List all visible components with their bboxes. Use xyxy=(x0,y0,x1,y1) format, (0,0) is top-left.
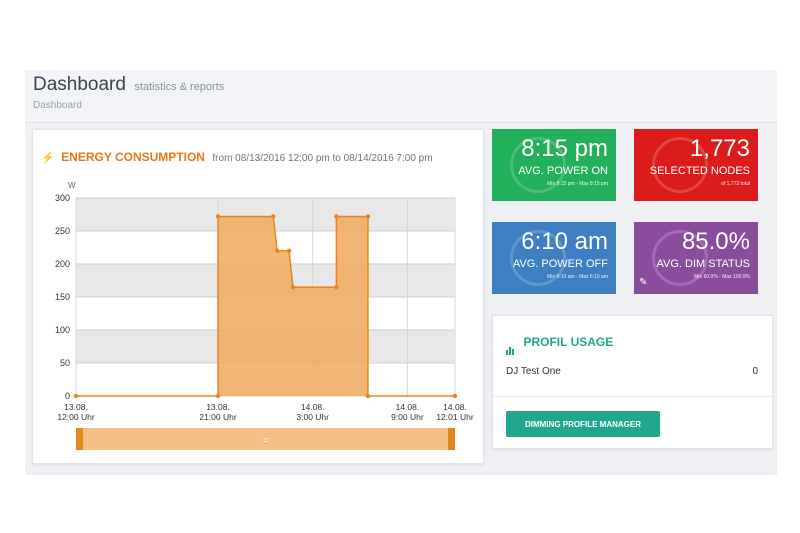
tile-subtext: of 1,773 total xyxy=(721,181,750,187)
data-point[interactable] xyxy=(73,393,79,399)
breadcrumb[interactable]: Dashboard xyxy=(33,100,82,111)
tile-avg-dim-status[interactable]: 85.0% AVG. DIM STATUS Min 60.0% - Max 10… xyxy=(634,222,758,294)
x-tick-label: 14.08. xyxy=(396,402,420,412)
data-point[interactable] xyxy=(286,248,292,253)
energy-date-range: from 08/13/2016 12:00 pm to 08/14/2016 7… xyxy=(212,153,433,164)
profile-title: PROFIL USAGE xyxy=(523,334,614,349)
tile-subtext: Min 8:15 pm - Max 8:15 pm xyxy=(547,181,608,187)
x-tick-label: 12:01 Uhr xyxy=(436,412,473,422)
x-tick-label: 14.08. xyxy=(301,402,325,412)
data-point[interactable] xyxy=(452,393,458,399)
bolt-icon: ⚡ xyxy=(41,152,55,164)
y-tick-label: 250 xyxy=(55,226,70,236)
tile-decoration xyxy=(510,137,566,193)
tile-selected-nodes[interactable]: 1,773 SELECTED NODES of 1,773 total xyxy=(634,129,758,201)
tile-label: AVG. POWER OFF xyxy=(512,258,608,270)
dashboard-app: Dashboard statistics & reports Dashboard… xyxy=(25,70,777,475)
profile-name: DJ Test One xyxy=(506,366,561,377)
tile-value: 6:10 am xyxy=(521,228,608,255)
x-tick-label: 21:00 Uhr xyxy=(199,412,236,422)
tile-avg-power-off[interactable]: 6:10 am AVG. POWER OFF Min 6:10 am - Max… xyxy=(492,222,616,294)
tile-label: SELECTED NODES xyxy=(649,165,750,177)
y-tick-label: 150 xyxy=(55,292,70,302)
page-subtitle: statistics & reports xyxy=(134,81,225,93)
profile-row: DJ Test One 0 xyxy=(506,366,758,377)
title-row: Dashboard statistics & reports xyxy=(33,74,224,96)
series-line xyxy=(76,215,455,397)
y-axis-label: W xyxy=(68,181,76,190)
page-title: Dashboard xyxy=(33,74,126,95)
data-point[interactable] xyxy=(365,214,371,219)
x-tick-label: 13.08. xyxy=(64,402,88,412)
series-area xyxy=(76,216,455,396)
tile-avg-power-on[interactable]: 8:15 pm AVG. POWER ON Min 8:15 pm - Max … xyxy=(492,129,616,201)
data-point[interactable] xyxy=(334,284,339,290)
tile-subtext: Min 6:10 am - Max 6:10 am xyxy=(547,274,608,280)
y-tick-label: 50 xyxy=(60,358,70,368)
tile-value: 85.0% xyxy=(681,228,750,255)
y-tick-label: 0 xyxy=(65,391,70,401)
bar-chart-icon xyxy=(506,337,517,356)
tile-decoration xyxy=(652,230,708,286)
navigator-handle-right[interactable] xyxy=(448,428,455,450)
navigator-handle-left[interactable] xyxy=(76,428,83,450)
energy-title: ENERGY CONSUMPTION xyxy=(61,150,205,164)
tile-subtext: Min 60.0% - Max 100.0% xyxy=(694,274,750,280)
page-header: Dashboard statistics & reports Dashboard xyxy=(25,70,777,123)
range-navigator[interactable] xyxy=(76,428,455,450)
profile-usage-panel: PROFIL USAGE DJ Test One 0 DIMMING PROFI… xyxy=(492,315,773,449)
profile-count: 0 xyxy=(752,366,758,377)
data-point[interactable] xyxy=(271,214,276,219)
tile-value: 1,773 xyxy=(689,135,750,162)
x-tick-label: 9:00 Uhr xyxy=(391,412,424,422)
data-point[interactable] xyxy=(290,284,296,290)
tile-decoration xyxy=(510,230,566,286)
energy-header: ⚡ ENERGY CONSUMPTION from 08/13/2016 12:… xyxy=(41,148,433,166)
data-point[interactable] xyxy=(215,214,221,219)
energy-consumption-panel: ⚡ ENERGY CONSUMPTION from 08/13/2016 12:… xyxy=(32,129,484,464)
pencil-icon[interactable]: ✎ xyxy=(639,277,648,288)
data-point[interactable] xyxy=(334,214,339,219)
x-tick-label: 14.08. xyxy=(443,402,467,412)
navigator-grip-icon[interactable]: = xyxy=(263,435,268,445)
x-tick-label: 12:00 Uhr xyxy=(57,412,94,422)
tile-label: AVG. POWER ON xyxy=(518,165,608,177)
tile-label: AVG. DIM STATUS xyxy=(656,258,750,270)
profile-header: PROFIL USAGE xyxy=(506,333,614,356)
x-tick-label: 13.08. xyxy=(206,402,230,412)
tile-decoration xyxy=(652,137,708,193)
y-tick-label: 100 xyxy=(55,325,70,335)
data-point[interactable] xyxy=(365,393,371,399)
data-point[interactable] xyxy=(215,393,221,399)
x-tick-label: 3:00 Uhr xyxy=(296,412,329,422)
y-tick-label: 200 xyxy=(55,259,70,269)
divider xyxy=(493,396,772,397)
y-tick-label: 300 xyxy=(55,193,70,203)
dimming-profile-manager-button[interactable]: DIMMING PROFILE MANAGER xyxy=(506,411,660,437)
data-point[interactable] xyxy=(275,248,280,253)
tile-value: 8:15 pm xyxy=(521,135,608,162)
